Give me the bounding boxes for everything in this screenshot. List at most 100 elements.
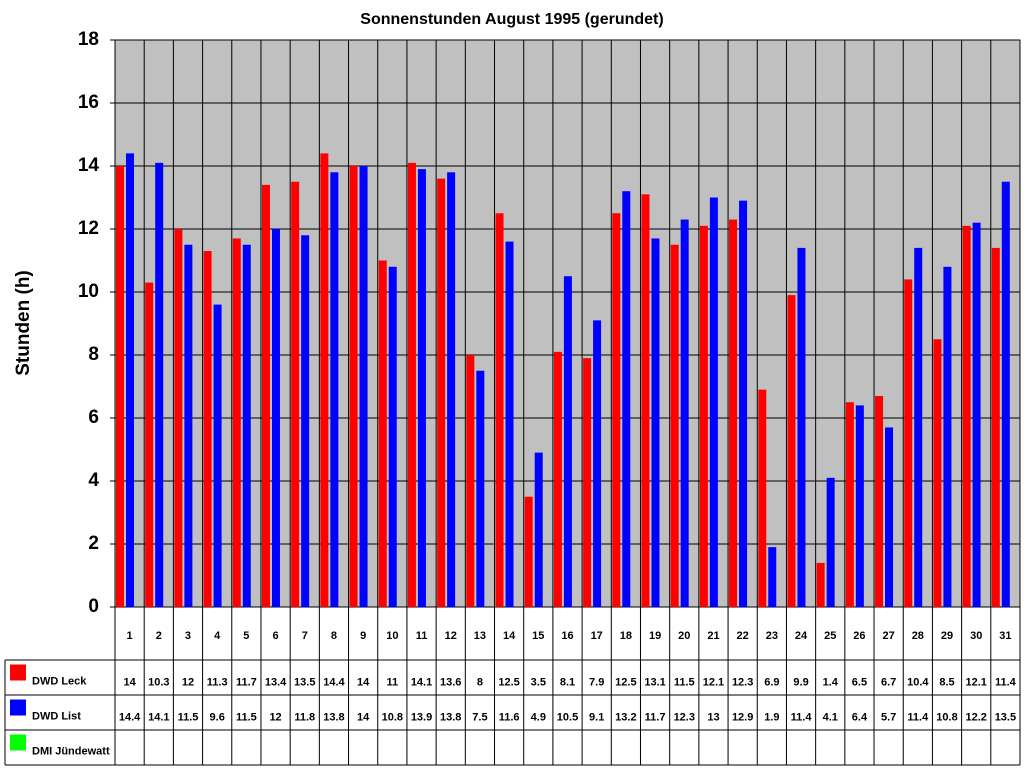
bar (213, 304, 222, 607)
x-tick-label: 12 (445, 630, 457, 642)
table-value: 13.9 (411, 711, 432, 723)
table-value: 10.4 (907, 676, 929, 688)
table-value: 9.9 (793, 676, 808, 688)
bar (845, 402, 854, 607)
chart-title: Sonnenstunden August 1995 (gerundet) (360, 11, 663, 28)
table-value: 11 (387, 676, 399, 688)
bar (758, 389, 767, 607)
x-tick-label: 21 (707, 630, 719, 642)
x-tick-label: 10 (386, 630, 398, 642)
bar (466, 355, 475, 607)
x-tick-label: 18 (620, 630, 632, 642)
table-value: 11.3 (207, 676, 228, 688)
bar (797, 247, 806, 607)
table-value: 12.9 (732, 711, 753, 723)
bar (447, 172, 456, 608)
bar (914, 247, 923, 607)
table-value: 14 (123, 676, 136, 688)
y-tick-label: 4 (88, 470, 99, 491)
table-value: 10.5 (557, 711, 578, 723)
table-value: 13 (707, 711, 719, 723)
x-tick-label: 11 (416, 630, 428, 642)
table-value: 5.7 (881, 711, 896, 723)
y-tick-label: 0 (88, 596, 99, 617)
bar (291, 181, 300, 607)
bar (583, 358, 592, 607)
x-tick-label: 27 (883, 630, 895, 642)
table-value: 14.4 (323, 676, 345, 688)
y-tick-label: 12 (78, 218, 99, 239)
x-tick-label: 20 (678, 630, 690, 642)
table-value: 11.7 (236, 676, 257, 688)
legend-label: DMI Jündewatt (32, 745, 110, 757)
bar (670, 244, 679, 607)
bar (904, 279, 913, 607)
table-value: 8.1 (560, 676, 575, 688)
table-value: 9.1 (589, 711, 604, 723)
y-tick-label: 14 (78, 155, 100, 176)
bar (505, 241, 514, 607)
bar (407, 162, 416, 607)
table-value: 11.4 (907, 711, 929, 723)
table-value: 10.8 (936, 711, 957, 723)
x-tick-label: 5 (243, 630, 249, 642)
table-value: 7.9 (589, 676, 604, 688)
bar (787, 295, 796, 607)
bar (933, 339, 942, 607)
bar (145, 282, 154, 607)
x-tick-label: 14 (503, 630, 516, 642)
x-tick-label: 28 (912, 630, 924, 642)
bar (524, 496, 533, 607)
bar (699, 225, 708, 607)
x-tick-label: 31 (999, 630, 1011, 642)
y-tick-label: 6 (88, 407, 99, 428)
x-tick-label: 15 (532, 630, 544, 642)
bar (729, 219, 738, 608)
x-tick-label: 1 (127, 630, 133, 642)
bar (622, 191, 631, 607)
table-value: 14 (357, 676, 370, 688)
bar (641, 194, 650, 607)
table-value: 6.9 (764, 676, 779, 688)
bar (826, 477, 835, 607)
table-value: 12.5 (615, 676, 636, 688)
bar (232, 238, 241, 607)
y-tick-label: 10 (78, 281, 99, 302)
x-tick-label: 4 (214, 630, 221, 642)
x-tick-label: 25 (824, 630, 836, 642)
table-value: 7.5 (472, 711, 487, 723)
bar (174, 229, 183, 607)
bar (184, 244, 193, 607)
bar (378, 260, 387, 607)
x-tick-label: 19 (649, 630, 661, 642)
table-value: 13.5 (294, 676, 315, 688)
legend-key (10, 664, 26, 681)
table-value: 1.4 (823, 676, 839, 688)
x-tick-label: 26 (853, 630, 865, 642)
table-value: 11.7 (645, 711, 666, 723)
y-tick-label: 16 (78, 92, 99, 113)
bar (116, 166, 124, 607)
bar (739, 200, 748, 607)
table-value: 8 (477, 676, 483, 688)
bar (816, 562, 825, 607)
x-tick-label: 24 (795, 630, 808, 642)
table-value: 6.5 (852, 676, 867, 688)
table-value: 11.5 (178, 711, 199, 723)
bar (612, 213, 621, 607)
table-value: 14.1 (148, 711, 169, 723)
bar (943, 266, 952, 607)
table-value: 11.8 (294, 711, 315, 723)
x-tick-label: 8 (331, 630, 337, 642)
x-tick-label: 30 (970, 630, 982, 642)
table-value: 14.4 (119, 711, 141, 723)
table-value: 13.4 (265, 676, 287, 688)
table-value: 11.5 (236, 711, 257, 723)
bar (261, 184, 270, 607)
table-value: 12.5 (498, 676, 519, 688)
x-tick-label: 9 (360, 630, 366, 642)
table-value: 6.4 (852, 711, 868, 723)
x-tick-label: 7 (302, 630, 308, 642)
